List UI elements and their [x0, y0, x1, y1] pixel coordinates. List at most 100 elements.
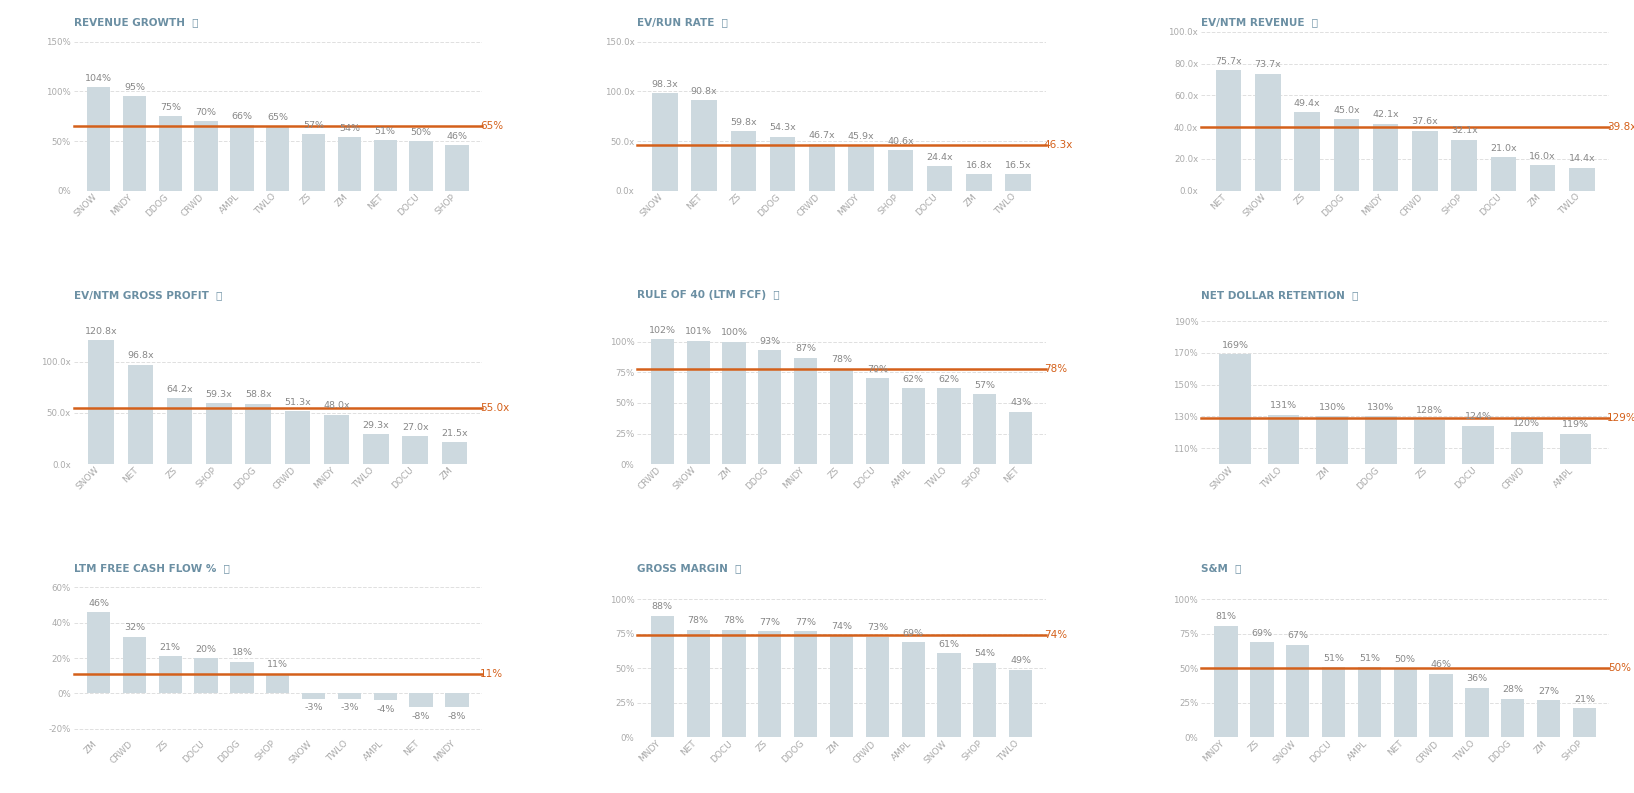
Bar [167, 398, 193, 464]
Text: 59.8x: 59.8x [730, 118, 757, 127]
Bar [1462, 426, 1493, 464]
Bar [194, 658, 217, 693]
Text: 57%: 57% [974, 381, 995, 390]
Text: 48.0x: 48.0x [324, 401, 350, 411]
Text: 16.5x: 16.5x [1005, 161, 1031, 170]
Bar [758, 351, 781, 464]
Text: 62%: 62% [902, 375, 923, 384]
Text: 130%: 130% [1319, 403, 1346, 412]
Text: NET DOLLAR RETENTION  ❓: NET DOLLAR RETENTION ❓ [1201, 290, 1358, 301]
Text: 81%: 81% [1216, 612, 1237, 621]
Text: 20%: 20% [196, 645, 217, 653]
Text: 75.7x: 75.7x [1216, 57, 1242, 66]
Text: 40.6x: 40.6x [887, 137, 913, 146]
Text: 130%: 130% [1368, 403, 1394, 412]
Text: 66%: 66% [232, 112, 252, 121]
Bar [686, 340, 709, 464]
Bar [1364, 416, 1397, 464]
Bar [1294, 112, 1320, 190]
Bar [722, 630, 745, 737]
Text: 128%: 128% [1417, 406, 1443, 415]
Text: 51%: 51% [374, 127, 395, 136]
Text: 16.8x: 16.8x [966, 160, 992, 170]
Bar [1412, 131, 1438, 190]
Text: 54.3x: 54.3x [770, 123, 796, 132]
Bar [974, 663, 997, 737]
Bar [363, 434, 389, 464]
Text: 57%: 57% [304, 121, 324, 129]
Text: 46.3x: 46.3x [1044, 140, 1074, 150]
Text: 46.7x: 46.7x [809, 131, 835, 140]
Bar [1466, 688, 1489, 737]
Bar [938, 389, 961, 464]
Text: 16.0x: 16.0x [1529, 151, 1556, 161]
Text: 67%: 67% [1288, 631, 1309, 641]
Text: 98.3x: 98.3x [652, 79, 678, 89]
Bar [230, 125, 253, 190]
Text: 65%: 65% [480, 121, 503, 131]
Bar [652, 93, 678, 190]
Text: 58.8x: 58.8x [245, 390, 271, 400]
Text: 77%: 77% [760, 618, 781, 626]
Bar [1010, 412, 1033, 464]
Text: 46%: 46% [88, 599, 109, 607]
Text: -3%: -3% [304, 703, 324, 712]
Bar [1569, 168, 1595, 190]
Bar [230, 661, 253, 693]
Text: 95%: 95% [124, 82, 145, 92]
Text: 102%: 102% [649, 326, 676, 335]
Text: 74%: 74% [832, 622, 851, 630]
Text: 70%: 70% [196, 108, 217, 117]
Bar [1373, 124, 1399, 190]
Text: 24.4x: 24.4x [926, 153, 953, 162]
Bar [123, 96, 145, 190]
Text: EV/RUN RATE  ❓: EV/RUN RATE ❓ [637, 17, 729, 27]
Bar [938, 653, 961, 737]
Text: EV/NTM REVENUE  ❓: EV/NTM REVENUE ❓ [1201, 17, 1319, 27]
Text: REVENUE GROWTH  ❓: REVENUE GROWTH ❓ [74, 17, 198, 27]
Text: -4%: -4% [376, 705, 394, 714]
Text: 78%: 78% [724, 616, 745, 625]
Bar [1490, 157, 1516, 190]
Bar [88, 340, 114, 464]
Text: 50%: 50% [410, 128, 431, 136]
Text: -8%: -8% [412, 712, 430, 721]
Bar [374, 140, 397, 190]
Text: 61%: 61% [938, 640, 959, 649]
Bar [794, 358, 817, 464]
Text: 77%: 77% [796, 618, 815, 626]
Text: 21.5x: 21.5x [441, 428, 467, 438]
Bar [1250, 642, 1273, 737]
Bar [848, 145, 874, 190]
Text: EV/NTM GROSS PROFIT  ❓: EV/NTM GROSS PROFIT ❓ [74, 290, 222, 301]
Text: 36%: 36% [1466, 674, 1487, 684]
Text: 46%: 46% [446, 132, 467, 140]
Text: 51%: 51% [1324, 653, 1345, 662]
Bar [123, 637, 145, 693]
Text: 96.8x: 96.8x [127, 351, 154, 360]
Text: 21.0x: 21.0x [1490, 144, 1516, 153]
Bar [1451, 140, 1477, 190]
Text: 70%: 70% [868, 365, 887, 374]
Text: 78%: 78% [1044, 364, 1067, 374]
Text: 37.6x: 37.6x [1412, 117, 1438, 126]
Bar [1322, 667, 1345, 737]
Bar [266, 126, 289, 190]
Bar [266, 674, 289, 693]
Bar [1502, 699, 1525, 737]
Bar [926, 167, 953, 190]
Text: 120.8x: 120.8x [85, 327, 118, 335]
Bar [650, 616, 673, 737]
Bar [1216, 71, 1242, 190]
Bar [410, 693, 433, 707]
Bar [902, 389, 925, 464]
Bar [158, 657, 181, 693]
Text: 29.3x: 29.3x [363, 420, 389, 430]
Text: 93%: 93% [760, 337, 781, 346]
Bar [830, 369, 853, 464]
Text: 78%: 78% [688, 616, 709, 625]
Bar [1430, 674, 1453, 737]
Text: 45.0x: 45.0x [1333, 105, 1359, 115]
Bar [866, 637, 889, 737]
Bar [902, 642, 925, 737]
